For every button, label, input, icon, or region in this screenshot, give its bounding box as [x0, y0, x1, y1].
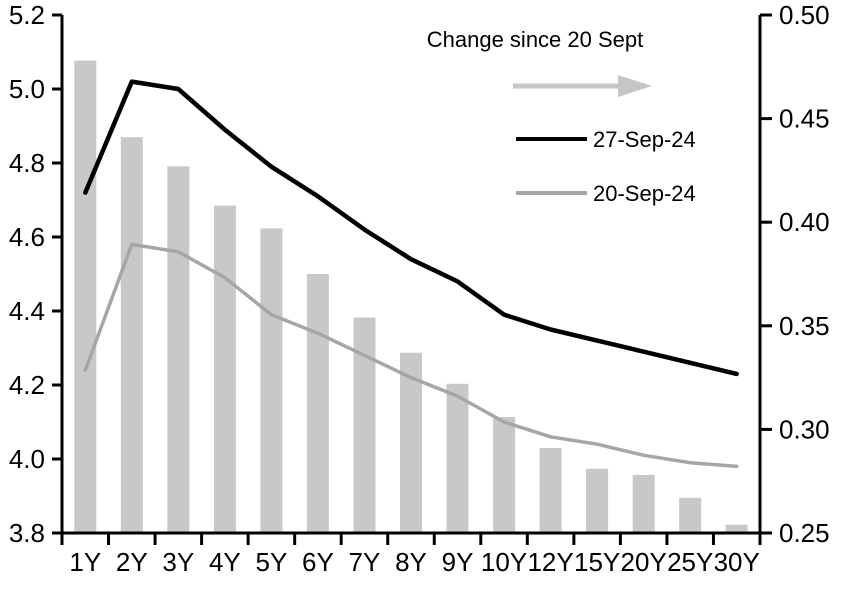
- bar: [725, 524, 748, 533]
- x-axis-category-label: 20Y: [621, 547, 667, 577]
- x-axis-category-label: 25Y: [667, 547, 713, 577]
- line-series: [83, 79, 739, 469]
- x-axis-category-label: 4Y: [209, 547, 241, 577]
- left-axis-tick-label: 4.6: [9, 222, 45, 252]
- x-axis-category-label: 10Y: [481, 547, 527, 577]
- x-axis-category-label: 12Y: [527, 547, 573, 577]
- left-axis-tick-label: 5.2: [9, 0, 45, 30]
- x-axis-category-label: 2Y: [116, 547, 148, 577]
- x-axis-category-label: 30Y: [714, 547, 760, 577]
- axis-labels: 5.2 5.0 4.8 4.6 4.4 4.2 4.0 3.8 0.50 0.45 0.40 0.35…: [9, 0, 830, 577]
- left-axis-tick-label: 3.8: [9, 518, 45, 548]
- x-axis-category-label: 9Y: [442, 547, 474, 577]
- bar: [586, 468, 609, 533]
- legend: Change since 20 Sept 27-Sep-24 20-Sep-24: [427, 27, 696, 206]
- x-axis-category-label: 15Y: [574, 547, 620, 577]
- left-axis-tick-label: 4.0: [9, 444, 45, 474]
- line-27-sep-24: [83, 79, 739, 377]
- bar: [446, 383, 469, 533]
- x-axis-category-label: 1Y: [69, 547, 101, 577]
- line-20-sep-24: [83, 242, 739, 469]
- bar: [539, 448, 562, 533]
- right-axis-tick-label: 0.45: [779, 104, 830, 134]
- x-axis-category-label: 7Y: [349, 547, 381, 577]
- legend-title: Change since 20 Sept: [427, 27, 644, 52]
- bar: [400, 352, 422, 533]
- x-axis-category-label: 5Y: [255, 547, 287, 577]
- right-axis-tick-label: 0.25: [779, 518, 830, 548]
- axes: [52, 13, 772, 545]
- right-axis-tick-label: 0.30: [779, 414, 830, 444]
- bar: [260, 228, 283, 533]
- right-axis-tick-label: 0.40: [779, 207, 830, 237]
- bar: [306, 274, 329, 533]
- left-axis-tick-label: 4.8: [9, 148, 45, 178]
- bar: [120, 137, 143, 533]
- x-axis-category-label: 3Y: [162, 547, 194, 577]
- legend-label-27sep: 27-Sep-24: [593, 127, 696, 152]
- bar-series: [74, 60, 748, 534]
- left-axis-tick-label: 5.0: [9, 74, 45, 104]
- bar: [632, 475, 655, 533]
- left-axis-tick-label: 4.4: [9, 296, 45, 326]
- bar: [353, 317, 376, 533]
- change-arrow-icon: [513, 75, 652, 97]
- right-axis-tick-label: 0.35: [779, 311, 830, 341]
- x-axis-category-label: 6Y: [302, 547, 334, 577]
- bar: [167, 166, 190, 534]
- left-axis-tick-label: 4.2: [9, 370, 45, 400]
- bar: [213, 205, 236, 533]
- bar: [679, 497, 702, 533]
- legend-label-20sep: 20-Sep-24: [593, 181, 696, 206]
- bar: [74, 60, 97, 533]
- x-axis-category-label: 8Y: [395, 547, 427, 577]
- right-axis-tick-label: 0.50: [779, 0, 830, 30]
- bar: [493, 417, 516, 533]
